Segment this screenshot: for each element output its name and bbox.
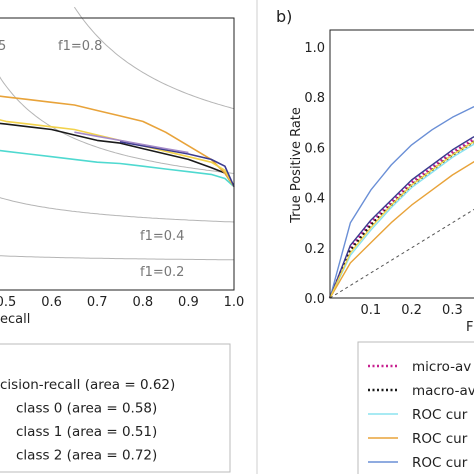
iso-f1-label-f1-0-4: f1=0.4 — [140, 229, 184, 244]
panel-b-label: b) — [276, 7, 292, 26]
panel-a-pr-chart: 0.5 0.6 0.7 0.8 0.9 1.0 f1=0.8 f1=0.4 f1=0.2 5 e… — [0, 6, 244, 473]
panel-a-plot-frame — [0, 17, 235, 291]
x-tick-label-0-9: 0.9 — [178, 295, 199, 310]
panel-b-legend-box — [357, 341, 474, 474]
panel-b-roc-chart: b) 0.0 0.2 0.4 0.6 0.8 1.0 0.1 0.2 0.3 True Pos… — [276, 7, 474, 474]
iso-f1-labels: f1=0.8 f1=0.4 f1=0.2 5 — [0, 39, 184, 280]
legend-b-entry-1: macro-av — [412, 383, 474, 399]
x-tick-label-0-6: 0.6 — [41, 295, 62, 310]
roc-series-line-2 — [329, 143, 474, 299]
panel-b-legend: micro-av macro-av ROC cur ROC cur ROC cur — [368, 359, 474, 471]
panel-a-x-ticks: 0.5 0.6 0.7 0.8 0.9 1.0 — [0, 295, 244, 310]
iso-f1-curve-0-6 — [0, 76, 235, 174]
roc-series-line-1 — [328, 140, 474, 299]
roc-series-line-6 — [329, 141, 474, 299]
y-tick-label-0-0: 0.0 — [304, 292, 325, 307]
x-tick-label-1-0: 1.0 — [224, 295, 245, 310]
x-tick-label-0-3: 0.3 — [442, 303, 463, 318]
panel-a-legend: cision-recall (area = 0.62) class 0 (area… — [0, 377, 175, 464]
iso-f1-curve-0-4 — [0, 197, 235, 223]
pr-series-line-5 — [74, 131, 189, 154]
legend-a-entry-1: class 0 (area = 0.58) — [16, 401, 157, 417]
roc-series-line-4 — [329, 106, 474, 299]
y-tick-label-1-0: 1.0 — [304, 41, 325, 56]
pr-series-lines — [0, 95, 235, 188]
roc-series-lines — [328, 106, 474, 299]
panel-b-x-axis-title: F — [466, 320, 473, 335]
panel-b-plot-frame — [329, 29, 474, 299]
pr-series-line-4 — [119, 141, 235, 187]
iso-f1-label-partial: 5 — [0, 39, 6, 54]
iso-f1-curve-0-2 — [0, 255, 234, 261]
legend-b-entry-2: ROC cur — [412, 407, 468, 423]
panel-b-y-ticks: 0.0 0.2 0.4 0.6 0.8 1.0 — [304, 41, 325, 307]
legend-a-entry-0: cision-recall (area = 0.62) — [0, 377, 175, 393]
x-tick-label-0-1: 0.1 — [360, 303, 381, 318]
panel-b-y-axis-title: True Positive Rate — [289, 107, 304, 224]
legend-b-entry-4: ROC cur — [412, 455, 468, 471]
panel-b-x-ticks: 0.1 0.2 0.3 — [360, 303, 462, 318]
y-tick-label-0-4: 0.4 — [304, 192, 325, 207]
iso-f1-curve-0-8 — [73, 6, 235, 110]
x-tick-label-0-5: 0.5 — [0, 295, 16, 310]
x-tick-label-0-7: 0.7 — [87, 295, 108, 310]
legend-b-entry-3: ROC cur — [412, 431, 468, 447]
roc-series-line-7 — [329, 208, 474, 299]
legend-a-entry-2: class 1 (area = 0.51) — [16, 424, 157, 440]
x-tick-label-0-2: 0.2 — [401, 303, 422, 318]
pr-series-line-3 — [0, 119, 235, 187]
iso-f1-label-f1-0-8: f1=0.8 — [58, 39, 102, 54]
roc-series-line-3 — [329, 160, 474, 299]
y-tick-label-0-2: 0.2 — [304, 242, 325, 257]
roc-series-line-0 — [328, 137, 474, 299]
iso-f1-label-f1-0-2: f1=0.2 — [140, 265, 184, 280]
x-tick-label-0-8: 0.8 — [132, 295, 153, 310]
roc-series-line-5 — [329, 136, 474, 299]
panel-a-legend-box — [0, 343, 231, 473]
pr-series-line-0 — [0, 122, 235, 188]
pr-series-line-2 — [0, 95, 235, 188]
panel-a-x-axis-title: ecall — [0, 312, 30, 327]
legend-a-entry-3: class 2 (area = 0.72) — [16, 448, 157, 464]
pr-series-line-1 — [0, 149, 235, 188]
y-tick-label-0-8: 0.8 — [304, 91, 325, 106]
iso-f1-curves — [0, 6, 235, 261]
y-tick-label-0-6: 0.6 — [304, 141, 325, 156]
legend-b-entry-0: micro-av — [412, 359, 471, 375]
